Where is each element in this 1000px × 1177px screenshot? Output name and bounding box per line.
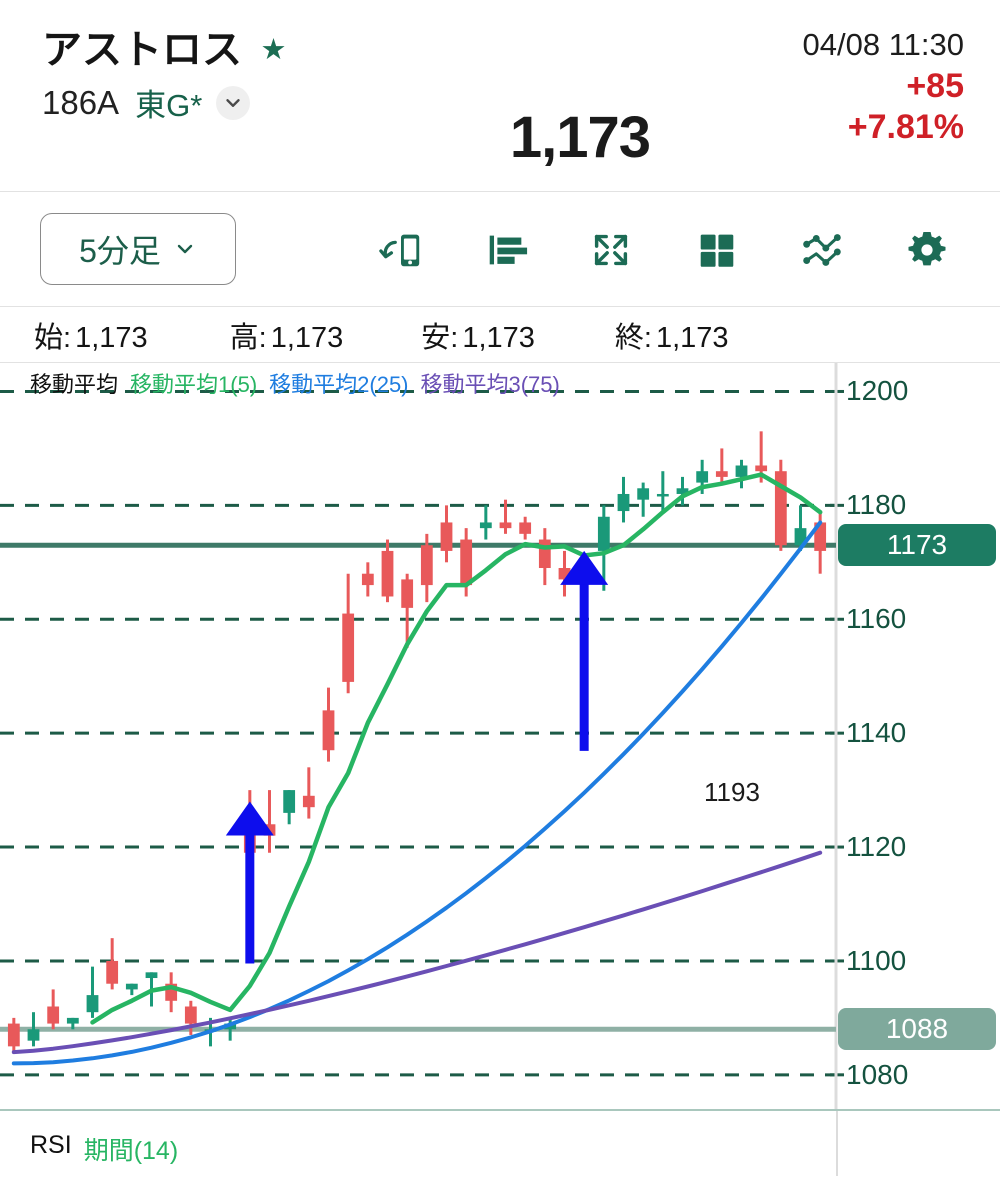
ohlc-open: 始: 1,173: [34, 314, 148, 356]
rsi-pane[interactable]: RSI 期間(14): [0, 1109, 1000, 1176]
rsi-title: RSI: [30, 1131, 72, 1159]
ohlc-open-value: 1,173: [75, 321, 148, 354]
interval-label: 5分足: [79, 233, 161, 269]
page-title: アストロス: [42, 28, 242, 72]
quote-summary: 04/08 11:30 +85 +7.81%: [803, 27, 964, 147]
order-book-icon[interactable]: [473, 217, 539, 283]
gear-icon[interactable]: [894, 217, 960, 283]
ma-legend-2: 移動平均2(25): [269, 372, 409, 397]
y-axis-tick: 1120: [846, 831, 907, 863]
y-axis-tick: 1100: [846, 944, 907, 976]
ohlc-close-value: 1,173: [655, 321, 729, 354]
last-price-badge: 1173: [838, 524, 996, 567]
rsi-legend: RSI 期間(14): [30, 1131, 178, 1167]
ma-legend-3: 移動平均3(75): [420, 372, 560, 397]
chevron-down-icon: [177, 244, 193, 254]
quote-timestamp: 04/08 11:30: [802, 27, 964, 62]
session-high-label: 1193: [704, 777, 760, 807]
ma-legend-1: 移動平均1(5): [130, 372, 258, 397]
ohlc-row: 始: 1,173 高: 1,173 安: 1,173 終: 1,173: [0, 307, 1000, 363]
stock-identity: アストロス ★ 186A 東G*: [42, 26, 286, 125]
y-axis-tick: 1140: [846, 717, 907, 749]
market-tag: 東G*: [135, 88, 203, 123]
stock-code: 186A: [42, 83, 120, 121]
rsi-axis-divider: [836, 1111, 838, 1176]
indicator-lines-icon[interactable]: [789, 217, 855, 283]
star-icon[interactable]: ★: [260, 34, 287, 66]
ohlc-close-label: 終:: [614, 321, 652, 354]
prev-close-badge: 1088: [838, 1008, 996, 1051]
quote-header: アストロス ★ 186A 東G* 1,173 04/08 11:30 +85 +…: [0, 0, 1000, 192]
current-price: 1,173: [509, 105, 651, 170]
rotate-phone-icon[interactable]: [368, 217, 434, 283]
ohlc-open-label: 始:: [34, 321, 72, 354]
y-axis-tick: 1080: [846, 1058, 909, 1090]
candlestick-canvas: [0, 363, 844, 1109]
chart-toolbar: 5分足: [0, 192, 1000, 307]
ma-legend-title: 移動平均: [30, 372, 119, 397]
chevron-down-icon[interactable]: [216, 85, 251, 120]
y-axis-tick: 1200: [846, 375, 909, 407]
ohlc-high-value: 1,173: [270, 321, 344, 354]
y-axis-tick: 1160: [846, 603, 907, 635]
ohlc-high-label: 高:: [229, 321, 267, 354]
moving-average-legend: 移動平均 移動平均1(5) 移動平均2(25) 移動平均3(75): [30, 367, 560, 399]
toolbar-icon-group: [360, 192, 974, 307]
ohlc-close: 終: 1,173: [615, 314, 729, 356]
interval-select[interactable]: 5分足: [40, 213, 236, 285]
fullscreen-expand-icon[interactable]: [578, 217, 644, 283]
ohlc-low-value: 1,173: [462, 321, 535, 354]
stock-code-row: 186A 東G*: [42, 80, 286, 125]
price-chart[interactable]: 移動平均 移動平均1(5) 移動平均2(25) 移動平均3(75) 1193 1…: [0, 363, 1000, 1109]
grid-layout-icon[interactable]: [684, 217, 750, 283]
ohlc-low: 安: 1,173: [421, 314, 535, 356]
y-axis-tick: 1180: [846, 489, 907, 521]
ohlc-high: 高: 1,173: [230, 314, 344, 356]
ohlc-low-label: 安:: [421, 321, 459, 354]
price-change: +85: [906, 67, 964, 105]
rsi-period: 期間(14): [83, 1137, 179, 1165]
price-change-percent: +7.81%: [847, 108, 964, 146]
